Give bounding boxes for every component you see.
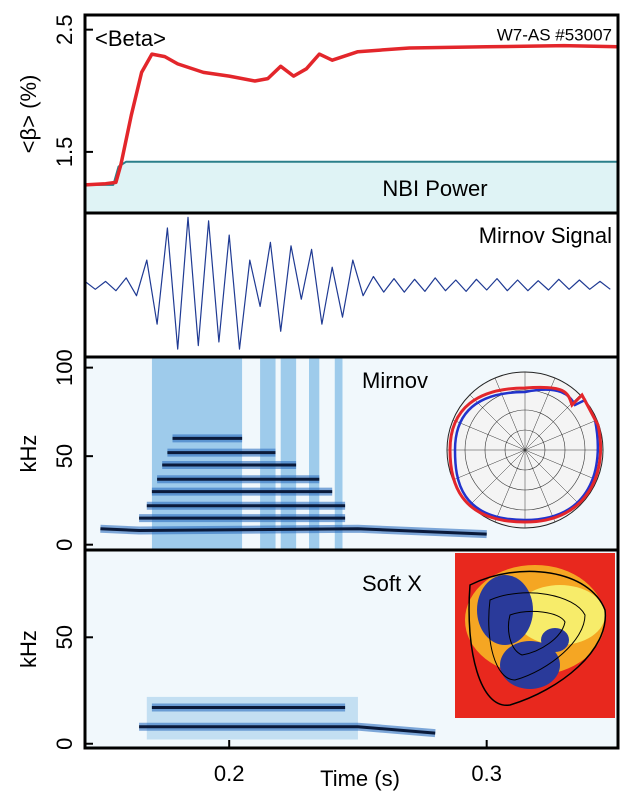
panel-title: Mirnov Signal <box>479 223 612 248</box>
y-axis-label: kHz <box>16 435 41 473</box>
x-tick-label: 0.3 <box>471 761 502 786</box>
burst <box>334 357 343 550</box>
y-tick-label: 0 <box>52 539 77 551</box>
y-tick-label: 1.5 <box>52 137 77 168</box>
x-axis-label: Time (s) <box>320 766 400 791</box>
mode-ridge <box>100 527 487 536</box>
y-axis-label: <β> (%) <box>16 75 41 154</box>
line <box>84 216 611 350</box>
panel-background <box>85 213 618 357</box>
annotation: W7-AS #53007 <box>497 25 612 44</box>
burst <box>146 696 358 740</box>
y-tick-label: 2.5 <box>52 14 77 45</box>
line <box>84 43 619 187</box>
mode-ridge <box>139 725 436 735</box>
area <box>84 160 619 214</box>
polar-inset <box>446 371 604 529</box>
panel-title: Mirnov <box>362 368 428 393</box>
y-axis-label: kHz <box>16 630 41 668</box>
burst <box>309 357 320 550</box>
panel-title: Soft X <box>362 571 422 596</box>
annotation: NBI Power <box>382 176 487 201</box>
y-tick-label: 50 <box>52 444 77 468</box>
y-tick-label: 50 <box>52 625 77 649</box>
y-tick-label: 100 <box>52 349 77 386</box>
panel-frame <box>83 548 620 750</box>
y-tick-label: 0 <box>52 738 77 750</box>
soft-x-image-inset <box>455 553 615 718</box>
x-tick-label: 0.2 <box>214 761 245 786</box>
panel-title: <Beta> <box>95 26 166 51</box>
